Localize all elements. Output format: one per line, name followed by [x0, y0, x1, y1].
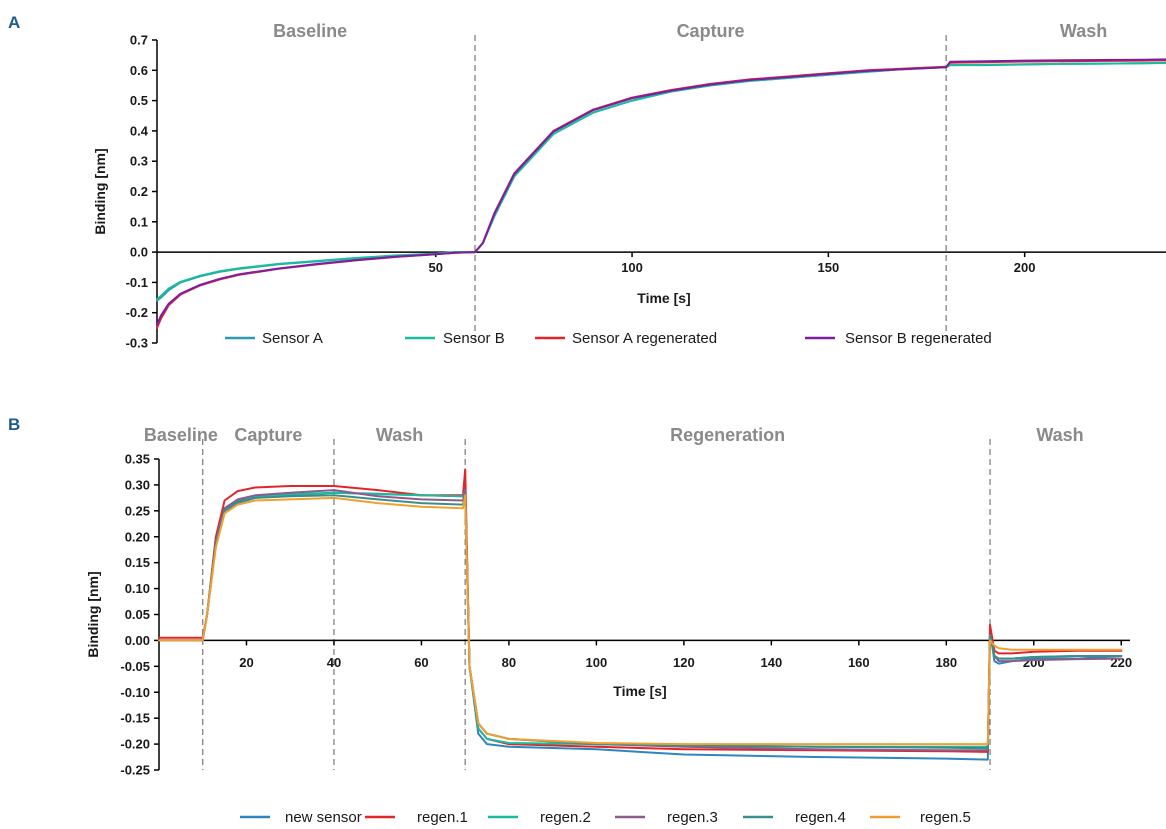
series-line [158, 483, 1123, 761]
legend-label: regen.1 [417, 809, 468, 826]
y-axis-title: Binding [nm] [92, 148, 108, 234]
x-tick-label: 120 [673, 655, 695, 670]
x-tick-label: 80 [502, 655, 516, 670]
series-line [158, 489, 1123, 752]
phase-label: Wash [376, 425, 423, 445]
legend-label: Sensor A [262, 330, 323, 347]
y-tick-label: -0.05 [120, 659, 150, 674]
series-line [158, 494, 1123, 750]
y-tick-label: -0.3 [126, 336, 148, 351]
phase-label: Wash [1060, 21, 1107, 41]
y-tick-label: -0.10 [120, 685, 150, 700]
y-tick-label: -0.1 [126, 275, 148, 290]
x-tick-label: 150 [818, 260, 840, 275]
y-axis-title: Binding [nm] [85, 571, 101, 657]
series-line [158, 489, 1123, 748]
y-tick-label: 0.10 [125, 581, 150, 596]
series-line [156, 58, 1166, 326]
x-tick-label: 40 [327, 655, 341, 670]
legend-label: regen.2 [540, 809, 591, 826]
phase-label: Baseline [144, 425, 218, 445]
legend-label: Sensor A regenerated [572, 330, 717, 347]
y-tick-label: 0.30 [125, 477, 150, 492]
phase-label: Wash [1036, 425, 1083, 445]
y-tick-label: 0.1 [130, 214, 148, 229]
x-tick-label: 50 [429, 260, 443, 275]
y-tick-label: -0.20 [120, 737, 150, 752]
y-tick-label: 0.0 [130, 245, 148, 260]
legend-label: Sensor B [443, 330, 505, 347]
x-tick-label: 60 [414, 655, 428, 670]
x-axis-title: Time [s] [637, 290, 690, 306]
series-line [158, 494, 1123, 746]
y-tick-label: -0.15 [120, 711, 150, 726]
x-axis-title: Time [s] [613, 683, 666, 699]
chart-panel-a: A Baseline Capture Wash -0.3 -0.2 -0.1 0.0 0.1 0.… [8, 13, 1166, 351]
y-tick-label: -0.2 [126, 305, 148, 320]
x-tick-label: 180 [935, 655, 957, 670]
y-tick-label: 0.15 [125, 555, 150, 570]
x-tick-label: 200 [1014, 260, 1036, 275]
y-tick-label: 0.25 [125, 503, 150, 518]
legend-label: regen.3 [667, 809, 718, 826]
y-tick-label: 0.4 [130, 123, 149, 138]
y-tick-label: -0.25 [120, 763, 150, 778]
panel-label: A [8, 13, 20, 32]
series-line [158, 468, 1123, 753]
y-tick-label: 0.35 [125, 452, 150, 467]
phase-label: Capture [234, 425, 302, 445]
y-tick-label: 0.5 [130, 93, 148, 108]
panel-label: B [8, 415, 20, 434]
phase-label: Regeneration [670, 425, 785, 445]
x-tick-label: 20 [239, 655, 253, 670]
y-tick-label: 0.7 [130, 33, 148, 48]
x-tick-label: 160 [848, 655, 870, 670]
x-tick-label: 140 [760, 655, 782, 670]
series-line [156, 59, 1166, 329]
legend-label: regen.4 [795, 809, 846, 826]
legend-label: regen.5 [920, 809, 971, 826]
phase-label: Capture [677, 21, 745, 41]
chart-panel-b: B Baseline Capture Wash Regeneration Wash -0.2… [8, 415, 1132, 826]
y-tick-label: 0.2 [130, 184, 148, 199]
series-line [156, 62, 1166, 301]
phase-label: Baseline [273, 21, 347, 41]
x-tick-label: 100 [586, 655, 608, 670]
legend-label: Sensor B regenerated [845, 330, 992, 347]
y-tick-label: 0.00 [125, 633, 150, 648]
x-tick-label: 100 [621, 260, 643, 275]
y-tick-label: 0.3 [130, 154, 148, 169]
y-tick-label: 0.6 [130, 63, 148, 78]
y-tick-label: 0.05 [125, 607, 150, 622]
legend-label: new sensor [285, 809, 362, 826]
y-tick-label: 0.20 [125, 529, 150, 544]
